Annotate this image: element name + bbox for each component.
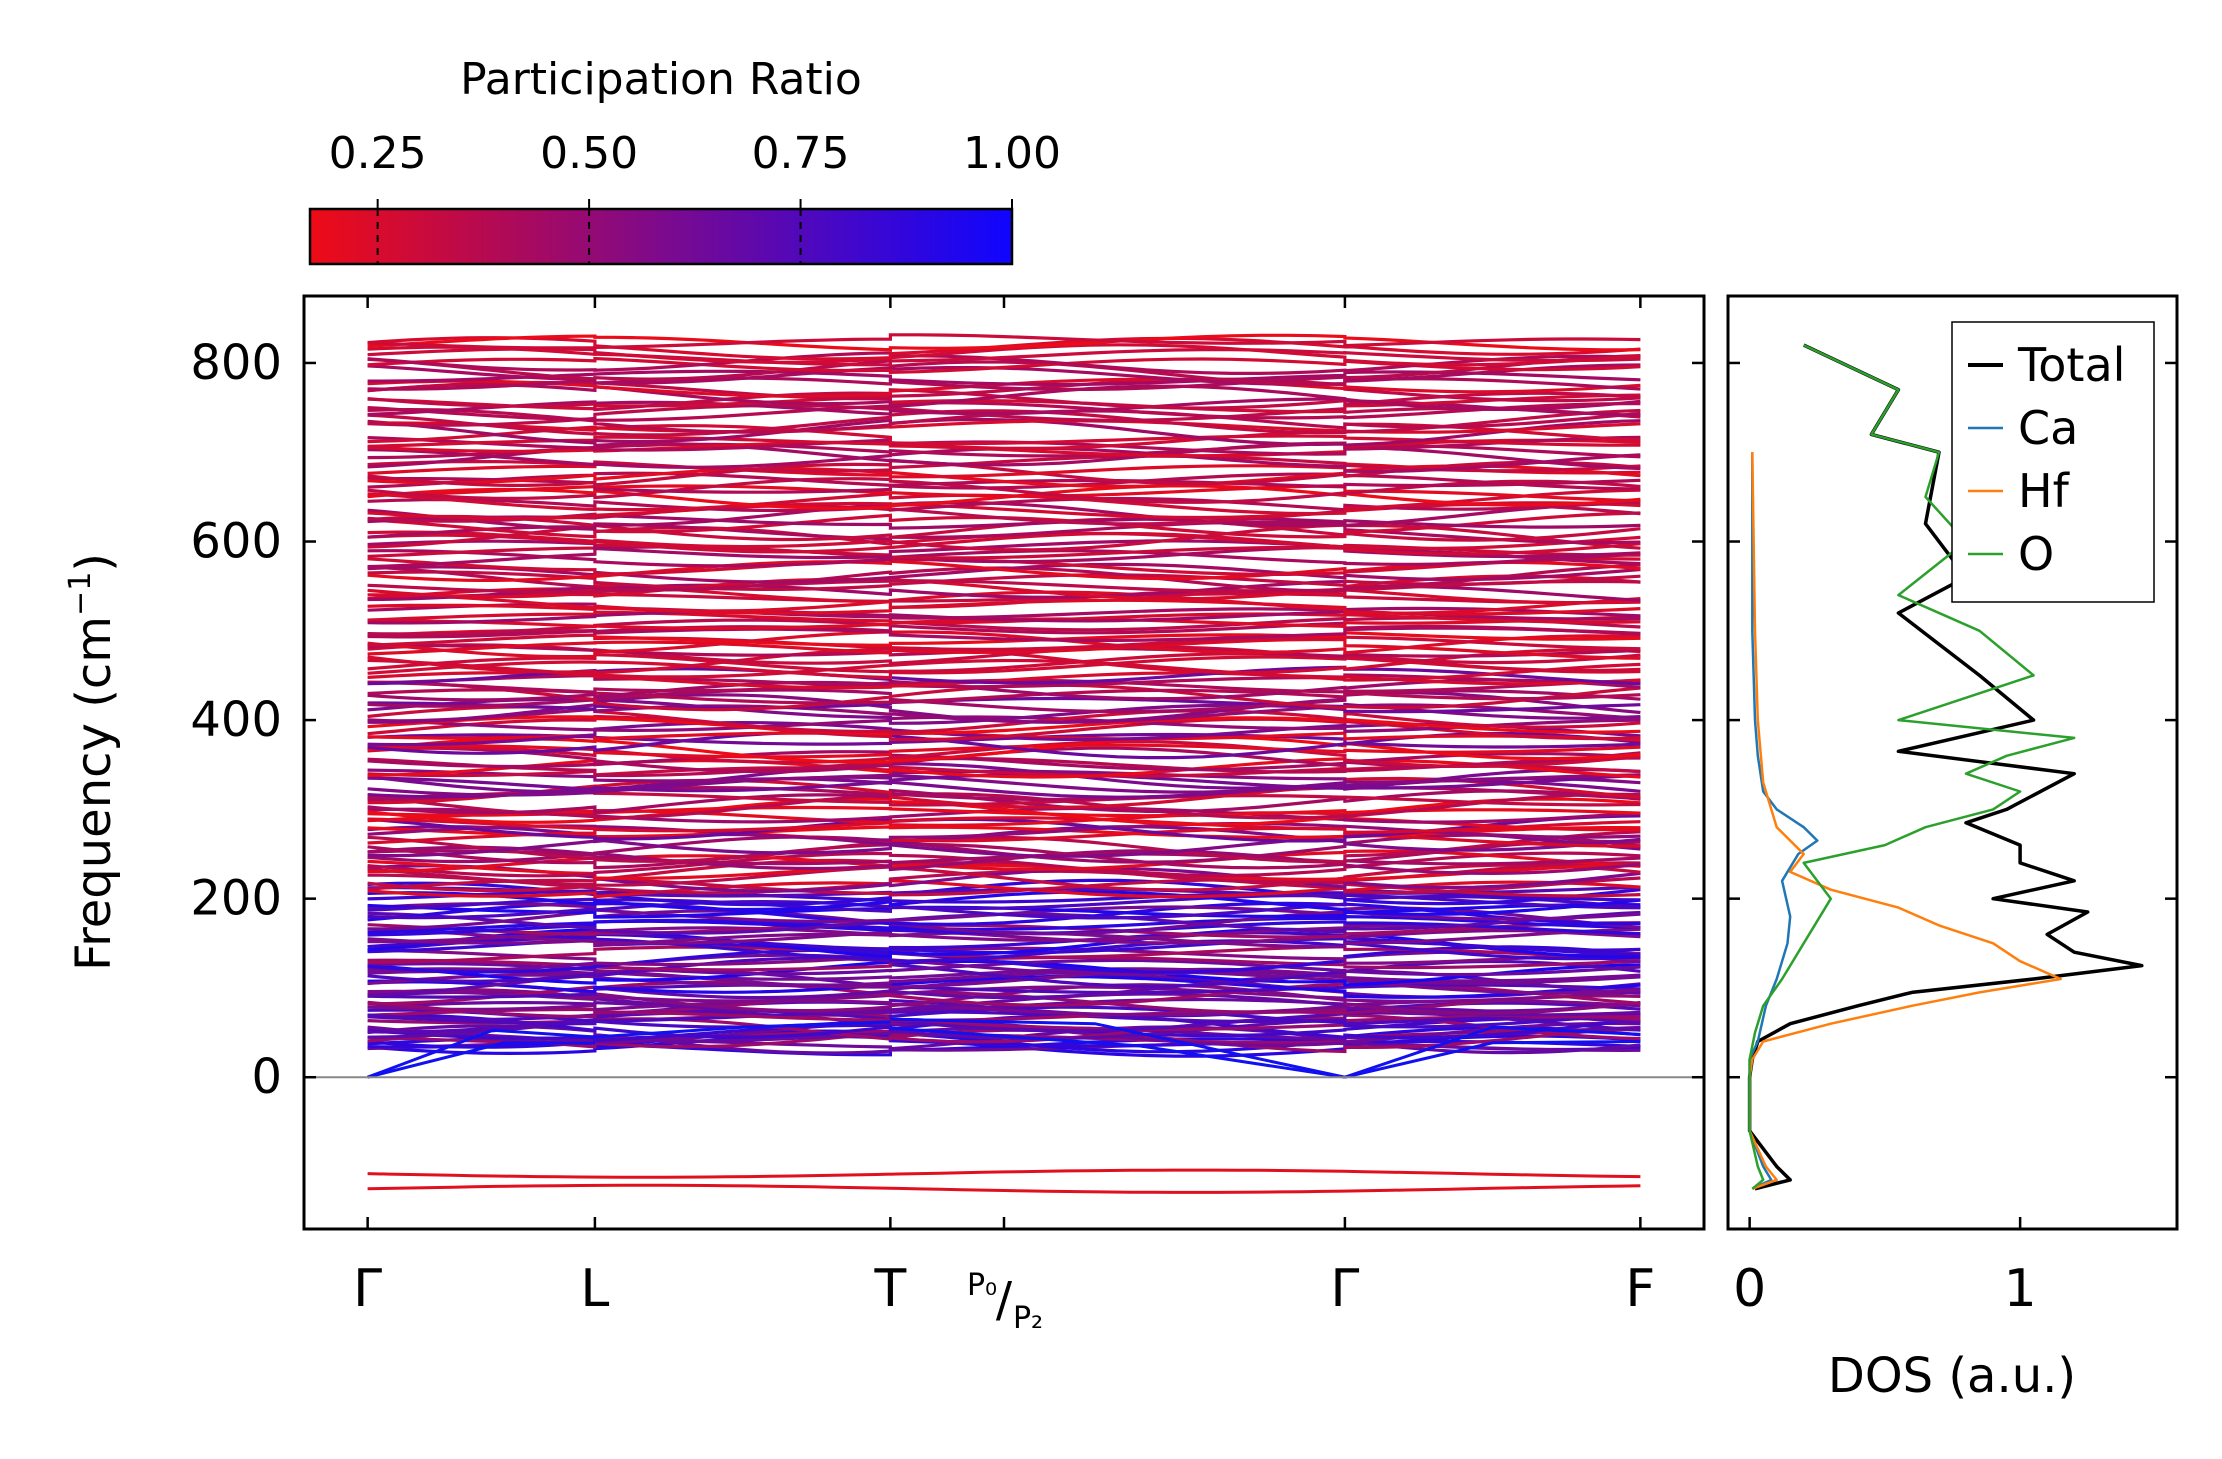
phonon-band [367, 637, 1641, 660]
colorbar-title: Participation Ratio [460, 54, 862, 105]
phonon-band [367, 583, 1641, 609]
imaginary-mode [367, 1183, 1641, 1194]
colorbar-tick-label: 1.00 [963, 128, 1061, 179]
acoustic-branch [367, 1041, 595, 1079]
imaginary-mode [367, 1168, 1641, 1179]
phonon-band [367, 967, 1641, 995]
phonon-band [367, 969, 1641, 988]
dos-axis-label: DOS (a.u.) [1828, 1348, 2076, 1404]
phonon-band [367, 680, 1641, 712]
phonon-band [367, 610, 1641, 625]
phonon-band [367, 901, 1641, 926]
phonon-band [367, 417, 1641, 447]
phonon-band [367, 890, 1641, 916]
phonon-band [367, 878, 1641, 907]
colorbar: Participation Ratio 0.25 0.50 0.75 1.00 [308, 54, 1061, 266]
phonon-band [367, 441, 1641, 471]
frequency-axis: 0 200 400 600 800 [190, 335, 1704, 1105]
phonon-band [367, 407, 1641, 434]
kpoint-label-numerator: P₀ [967, 1268, 997, 1303]
acoustic-branch [890, 1017, 1346, 1079]
dos-legend: Total Ca Hf O [1951, 321, 2155, 603]
kpoint-label: L [580, 1259, 609, 1319]
legend-frame [1951, 321, 2155, 603]
phonon-band [367, 958, 1641, 977]
phonon-band [367, 797, 1641, 827]
dos-xtick-label: 0 [1733, 1259, 1766, 1319]
phonon-band [367, 772, 1641, 793]
kpoint-label-slash: / [996, 1272, 1013, 1328]
dos-plot-frame [1726, 294, 2179, 1231]
phonon-band [367, 902, 1641, 924]
kpoint-label: Γ [353, 1259, 382, 1319]
ylabel-main: Frequency (cm [66, 616, 122, 971]
phonon-band [367, 983, 1641, 1015]
phonon-band [367, 652, 1641, 674]
phonon-band [367, 633, 1641, 652]
phonon-band [367, 805, 1641, 818]
dos-series-ca [1748, 452, 1819, 1190]
colorbar-tick-label: 0.75 [752, 128, 850, 179]
phonon-band [367, 955, 1641, 972]
phonon-band [367, 377, 1641, 398]
ytick-label: 0 [251, 1049, 282, 1105]
ytick-label: 600 [190, 514, 282, 570]
phonon-band [367, 419, 1641, 434]
phonon-band [367, 606, 1641, 625]
ytick-label: 800 [190, 335, 282, 391]
dos-xtick-label: 1 [2004, 1259, 2037, 1319]
phonon-band [367, 579, 1641, 594]
legend-label-hf: Hf [2018, 464, 2071, 518]
frequency-axis-label: Frequency (cm−1) [63, 553, 122, 971]
phonon-band [367, 893, 1641, 913]
acoustic-branch [890, 1026, 1346, 1079]
phonon-band [367, 851, 1641, 878]
phonon-band [367, 974, 1641, 999]
phonon-band [367, 740, 1641, 769]
phonon-band [367, 356, 1641, 375]
legend-label-o: O [2018, 527, 2054, 581]
phonon-band [367, 375, 1641, 391]
colorbar-ticks: 0.25 0.50 0.75 1.00 [329, 128, 1061, 264]
phonon-band [367, 690, 1641, 724]
acoustic-branch [367, 1028, 595, 1079]
kpoint-label-denominator: P₂ [1013, 1301, 1043, 1336]
phonon-band [367, 484, 1641, 503]
acoustic-branch [1344, 1025, 1641, 1079]
kpath-axis: Γ L T P₀/P₂ Γ F [353, 296, 1655, 1336]
phonon-band [367, 678, 1641, 694]
phonon-bands [304, 333, 1704, 1194]
acoustic-branch [594, 1020, 891, 1039]
ylabel-close: ) [66, 553, 122, 572]
kpoint-label: F [1625, 1259, 1655, 1319]
band-structure-panel: 0 200 400 600 800 Γ L T P₀/P₂ Γ F Frequency (cm−1… [63, 294, 1706, 1336]
phonon-band [367, 446, 1641, 473]
phonon-band [367, 333, 1641, 350]
phonon-band [367, 732, 1641, 749]
phonon-band [367, 488, 1641, 516]
phonon-band [367, 511, 1641, 539]
phonon-band [367, 825, 1641, 855]
colorbar-tick-label: 0.25 [329, 128, 427, 179]
ytick-label: 400 [190, 692, 282, 748]
phonon-band [367, 621, 1641, 639]
ytick-label: 200 [190, 871, 282, 927]
phonon-band [367, 471, 1641, 491]
legend-label-ca: Ca [2018, 401, 2078, 455]
colorbar-tick-label: 0.50 [540, 128, 638, 179]
ylabel-superscript: −1 [63, 572, 98, 616]
legend-label-total: Total [2017, 338, 2125, 392]
colorbar-gradient [308, 207, 1014, 266]
acoustic-branch [1344, 1040, 1641, 1079]
kpoint-label: Γ [1330, 1259, 1359, 1319]
kpoint-label: T [873, 1259, 906, 1319]
phonon-band [367, 914, 1641, 934]
phonon-band [367, 363, 1641, 386]
